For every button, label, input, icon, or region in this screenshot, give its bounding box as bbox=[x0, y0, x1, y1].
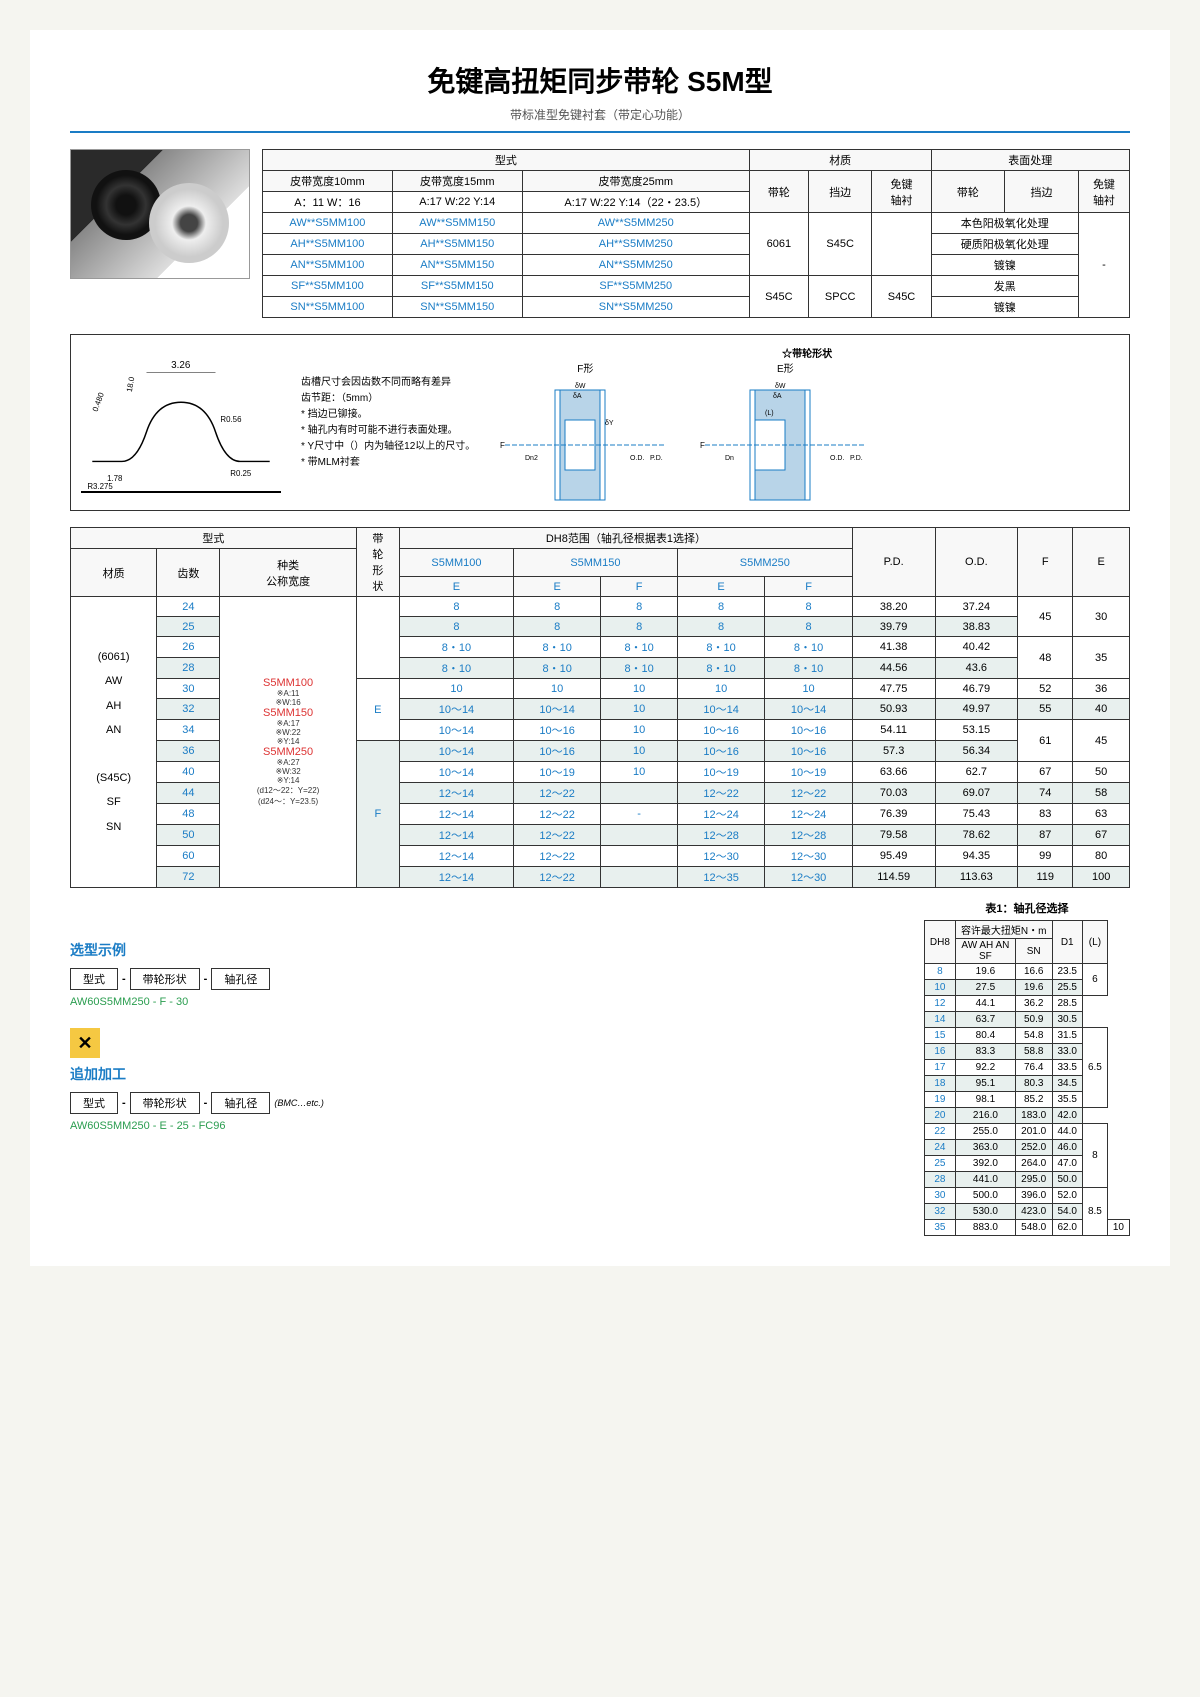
svg-text:Dn2: Dn2 bbox=[525, 455, 538, 462]
svg-text:18.0: 18.0 bbox=[125, 375, 137, 392]
svg-text:R3.275: R3.275 bbox=[87, 482, 113, 491]
svg-text:3.26: 3.26 bbox=[171, 359, 191, 370]
svg-text:Dn: Dn bbox=[725, 455, 734, 462]
bore-table-section: 表1：轴孔径选择 DH8容许最大扭矩N・mD1(L) AW AH AN SFSN… bbox=[924, 900, 1130, 1236]
svg-text:O.D.: O.D. bbox=[830, 455, 844, 462]
svg-text:δA: δA bbox=[773, 393, 782, 400]
svg-text:δW: δW bbox=[575, 383, 586, 390]
page-subtitle: 带标准型免键衬套（带定心功能） bbox=[70, 106, 1130, 123]
svg-text:0.480: 0.480 bbox=[91, 390, 106, 412]
svg-text:F: F bbox=[700, 441, 705, 450]
svg-text:R0.56: R0.56 bbox=[220, 415, 242, 424]
spec-table: 型式 材质 表面处理 皮带宽度10mm皮带宽度15mm皮带宽度25mm 带轮挡边… bbox=[262, 149, 1130, 318]
svg-text:O.D.: O.D. bbox=[630, 455, 644, 462]
svg-text:δA: δA bbox=[573, 393, 582, 400]
tooth-profile-diagram: 3.26 0.480 18.0 1.78 R3.275 R0.56 R0.25 bbox=[81, 353, 281, 493]
svg-text:δY: δY bbox=[605, 420, 614, 427]
svg-text:R0.25: R0.25 bbox=[230, 469, 252, 478]
shape-f-diagram: F形 F Dn2 O.D. P.D. δW δA δY bbox=[495, 360, 675, 500]
shape-e-diagram: E形 F Dn O.D. P.D. δW δA (L) bbox=[695, 360, 875, 500]
diagram-section: 3.26 0.480 18.0 1.78 R3.275 R0.56 R0.25 … bbox=[70, 334, 1130, 511]
page-title: 免键高扭矩同步带轮 S5M型 bbox=[70, 60, 1130, 100]
svg-text:F: F bbox=[500, 441, 505, 450]
product-image bbox=[70, 149, 250, 279]
svg-text:P.D.: P.D. bbox=[650, 455, 663, 462]
svg-text:(L): (L) bbox=[765, 410, 774, 417]
processing-icon: ✕ bbox=[70, 1028, 100, 1058]
example-section: 选型示例 型式- 带轮形状- 轴孔径 AW60S5MM250 - F - 30 … bbox=[70, 900, 894, 1236]
main-data-table: 型式 带 轮 形 状 DH8范围（轴孔径根据表1选择） P.D. O.D. F … bbox=[70, 527, 1130, 888]
diagram-notes: 齿槽尺寸会因齿数不同而略有差异齿节距：（5mm）* 挡边已铆接。* 轴孔内有时可… bbox=[301, 375, 475, 471]
svg-text:δW: δW bbox=[775, 383, 786, 390]
svg-text:P.D.: P.D. bbox=[850, 455, 863, 462]
divider bbox=[70, 131, 1130, 133]
